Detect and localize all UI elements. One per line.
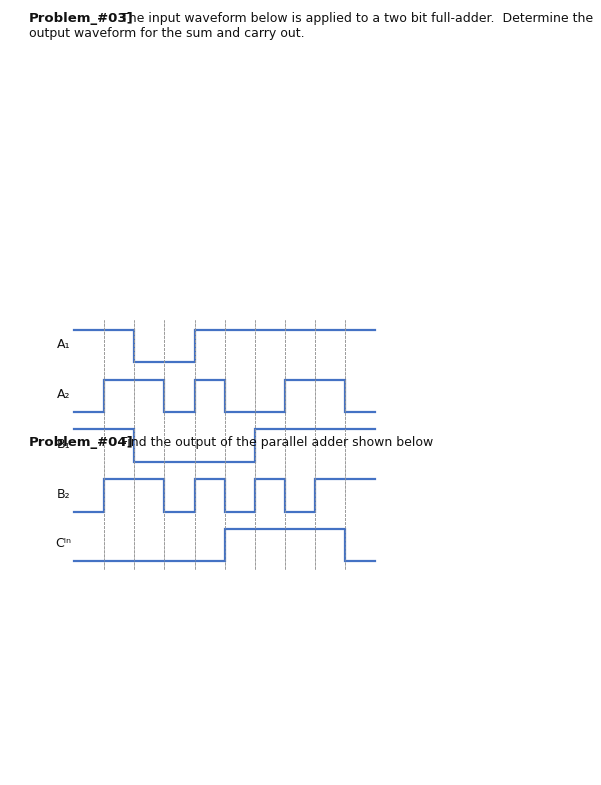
Text: Problem_#04]: Problem_#04] [29,436,133,449]
Text: B₂: B₂ [57,487,71,501]
Text: A₂: A₂ [57,388,71,401]
Text: B₁: B₁ [57,438,71,451]
Text: Find the output of the parallel adder shown below: Find the output of the parallel adder sh… [117,436,433,449]
Text: Cᴵⁿ: Cᴵⁿ [55,538,71,550]
Text: Problem_#03]: Problem_#03] [29,12,133,25]
Text: A₁: A₁ [57,338,71,351]
Text: The input waveform below is applied to a two bit full-adder.  Determine the: The input waveform below is applied to a… [117,12,593,25]
Text: output waveform for the sum and carry out.: output waveform for the sum and carry ou… [29,27,305,40]
